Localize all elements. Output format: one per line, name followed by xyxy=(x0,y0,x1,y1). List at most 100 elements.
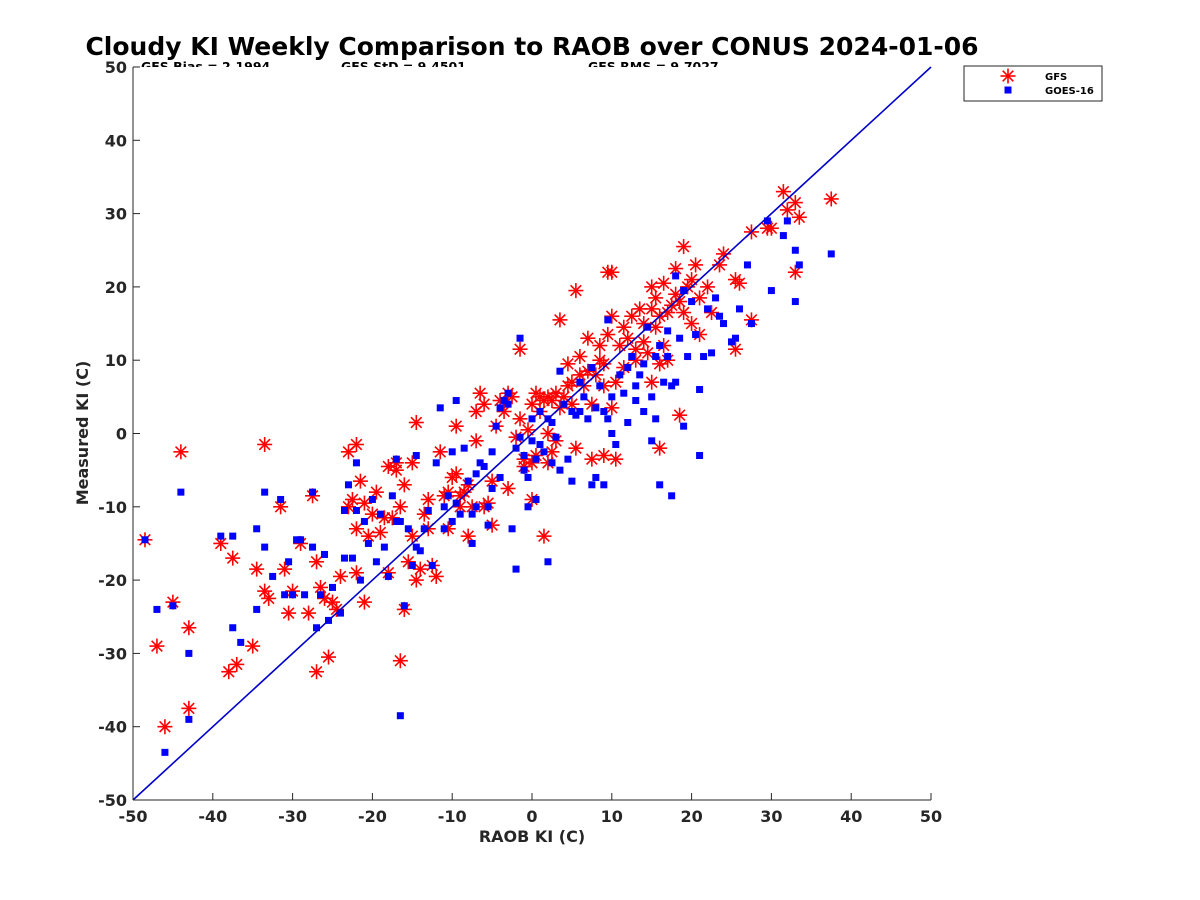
gfs-point-172 xyxy=(676,305,692,321)
goes-16-point-44 xyxy=(384,572,392,580)
goes-16-point-111 xyxy=(564,455,572,463)
goes-16-point-55 xyxy=(416,547,424,555)
gfs-point-9 xyxy=(225,550,241,566)
goes-16-point-106 xyxy=(548,419,556,427)
y-tick-label: 30 xyxy=(105,205,127,224)
gfs-point-178 xyxy=(692,290,708,306)
goes-16-point-74 xyxy=(472,503,480,511)
gfs-point-84 xyxy=(484,473,500,489)
goes-16-point-153 xyxy=(672,378,680,386)
y-tick-label: -30 xyxy=(98,644,127,663)
gfs-point-33 xyxy=(344,491,360,507)
goes-16-point-178 xyxy=(791,246,799,254)
goes-16-point-166 xyxy=(712,294,720,302)
goes-16-point-33 xyxy=(344,481,352,489)
goes-16-point-5 xyxy=(185,649,193,657)
goes-16-point-121 xyxy=(592,404,600,412)
legend-box xyxy=(963,65,1103,102)
x-tick-label: -20 xyxy=(358,807,387,826)
goes-16-point-34 xyxy=(348,554,356,562)
x-axis-label: RAOB KI (C) xyxy=(479,827,585,846)
gfs-point-30 xyxy=(332,568,348,584)
gfs-point-42 xyxy=(368,484,384,500)
goes-16-point-52 xyxy=(408,561,416,569)
goes-16-point-76 xyxy=(480,462,488,470)
goes-16-point-25 xyxy=(313,624,321,632)
goes-16-point-139 xyxy=(640,360,648,368)
gfs-point-5 xyxy=(181,620,197,636)
goes-16-point-30 xyxy=(336,609,344,617)
gfs-point-144 xyxy=(616,319,632,335)
gfs-point-152 xyxy=(636,334,652,350)
goes-16-point-119 xyxy=(588,481,596,489)
goes-16-point-172 xyxy=(743,261,751,269)
gfs-point-93 xyxy=(512,341,528,357)
goes-16-point-10 xyxy=(237,638,245,646)
goes-16-point-23 xyxy=(309,488,317,496)
gfs-point-52 xyxy=(396,477,412,493)
goes-16-point-32 xyxy=(340,554,348,562)
gfs-point-126 xyxy=(580,330,596,346)
y-tick-label: 0 xyxy=(116,425,127,444)
goes-16-point-81 xyxy=(492,422,500,430)
goes-16-point-84 xyxy=(500,397,508,405)
goes-16-point-146 xyxy=(656,481,664,489)
gfs-point-59 xyxy=(412,561,428,577)
series-goes-16 xyxy=(141,217,835,756)
goes-16-point-175 xyxy=(767,287,775,295)
gfs-point-12 xyxy=(249,561,265,577)
goes-16-point-78 xyxy=(484,521,492,529)
goes-16-point-168 xyxy=(720,320,728,328)
gfs-point-195 xyxy=(823,191,839,207)
goes-16-point-91 xyxy=(516,433,524,441)
gfs-point-1 xyxy=(149,638,165,654)
goes-16-point-131 xyxy=(616,371,624,379)
goes-16-point-136 xyxy=(632,382,640,390)
gfs-point-100 xyxy=(524,396,540,412)
gfs-point-179 xyxy=(700,279,716,295)
goes-16-point-85 xyxy=(504,389,512,397)
y-tick-label: -20 xyxy=(98,571,127,590)
gfs-point-153 xyxy=(640,345,656,361)
gfs-point-34 xyxy=(348,436,364,452)
gfs-point-169 xyxy=(672,294,688,310)
gfs-point-14 xyxy=(257,583,273,599)
goes-16-point-27 xyxy=(321,550,329,558)
goes-16-point-58 xyxy=(428,561,436,569)
gfs-point-36 xyxy=(348,565,364,581)
gfs-point-142 xyxy=(608,451,624,467)
goes-16-point-160 xyxy=(692,331,700,339)
goes-16-point-118 xyxy=(584,415,592,423)
goes-16-point-12 xyxy=(253,605,261,613)
goes-16-point-65 xyxy=(448,448,456,456)
gfs-point-40 xyxy=(360,528,376,544)
chart-title: Cloudy KI Weekly Comparison to RAOB over… xyxy=(85,32,978,61)
y-tick-label: 20 xyxy=(105,278,127,297)
gfs-point-28 xyxy=(325,594,340,610)
x-tick-label: 0 xyxy=(526,807,537,826)
goes-16-point-72 xyxy=(468,510,476,518)
goes-16-point-171 xyxy=(735,305,743,313)
goes-16-point-145 xyxy=(652,415,660,423)
goes-16-point-64 xyxy=(448,517,456,525)
gfs-point-6 xyxy=(181,700,197,716)
gfs-point-78 xyxy=(468,433,484,449)
gfs-point-167 xyxy=(668,286,684,302)
goes-16-point-113 xyxy=(568,477,576,485)
gfs-point-159 xyxy=(652,440,668,456)
gfs-point-85 xyxy=(484,517,500,533)
x-tick-label: 20 xyxy=(680,807,702,826)
gfs-point-158 xyxy=(648,290,664,306)
x-tick-label: 10 xyxy=(601,807,623,826)
goes-16-point-138 xyxy=(636,371,644,379)
goes-16-point-116 xyxy=(576,408,584,416)
goes-16-point-1 xyxy=(153,605,161,613)
goes-16-point-167 xyxy=(716,312,724,320)
gfs-point-118 xyxy=(560,356,576,372)
goes-16-point-73 xyxy=(472,470,480,478)
goes-16-point-100 xyxy=(536,440,544,448)
goes-16-point-132 xyxy=(620,389,628,397)
goes-16-point-99 xyxy=(532,495,540,503)
goes-16-point-42 xyxy=(376,510,384,518)
goes-16-point-124 xyxy=(600,481,608,489)
